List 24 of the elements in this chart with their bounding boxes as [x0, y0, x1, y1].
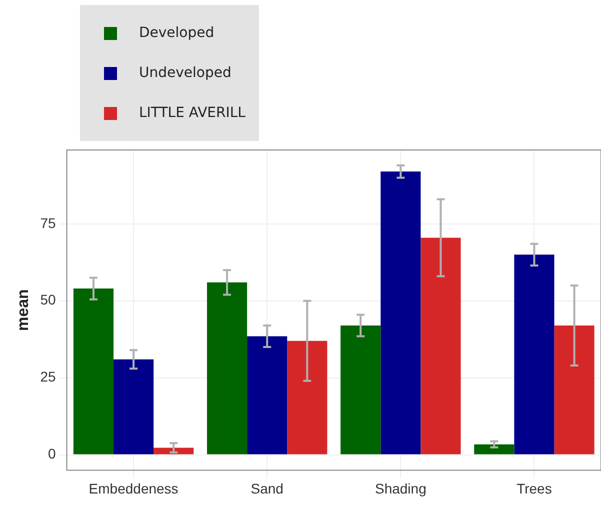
- bar: [554, 325, 594, 454]
- bar: [340, 325, 381, 454]
- y-tick-label: 75: [40, 214, 56, 231]
- bar: [114, 359, 154, 454]
- bar: [73, 288, 114, 454]
- bar: [380, 172, 421, 454]
- y-tick-label: 50: [40, 292, 56, 308]
- legend-label: Developed: [139, 25, 214, 41]
- bar: [287, 340, 328, 454]
- legend-label: LITTLE AVERILL: [139, 105, 246, 121]
- y-tick-label: 0: [48, 446, 56, 462]
- legend-label: Undeveloped: [139, 65, 232, 81]
- x-tick-label: Sand: [250, 480, 284, 496]
- y-axis-title: mean: [15, 289, 32, 331]
- y-tick-label: 25: [40, 368, 56, 385]
- bar: [474, 444, 514, 454]
- x-tick-label: Shading: [374, 480, 426, 496]
- x-tick-label: Embeddeness: [88, 480, 178, 496]
- bar: [247, 336, 288, 454]
- bar: [207, 282, 248, 454]
- x-tick-label: Trees: [516, 480, 552, 496]
- bar: [514, 254, 554, 454]
- bar: [154, 448, 194, 454]
- bar: [420, 238, 461, 454]
